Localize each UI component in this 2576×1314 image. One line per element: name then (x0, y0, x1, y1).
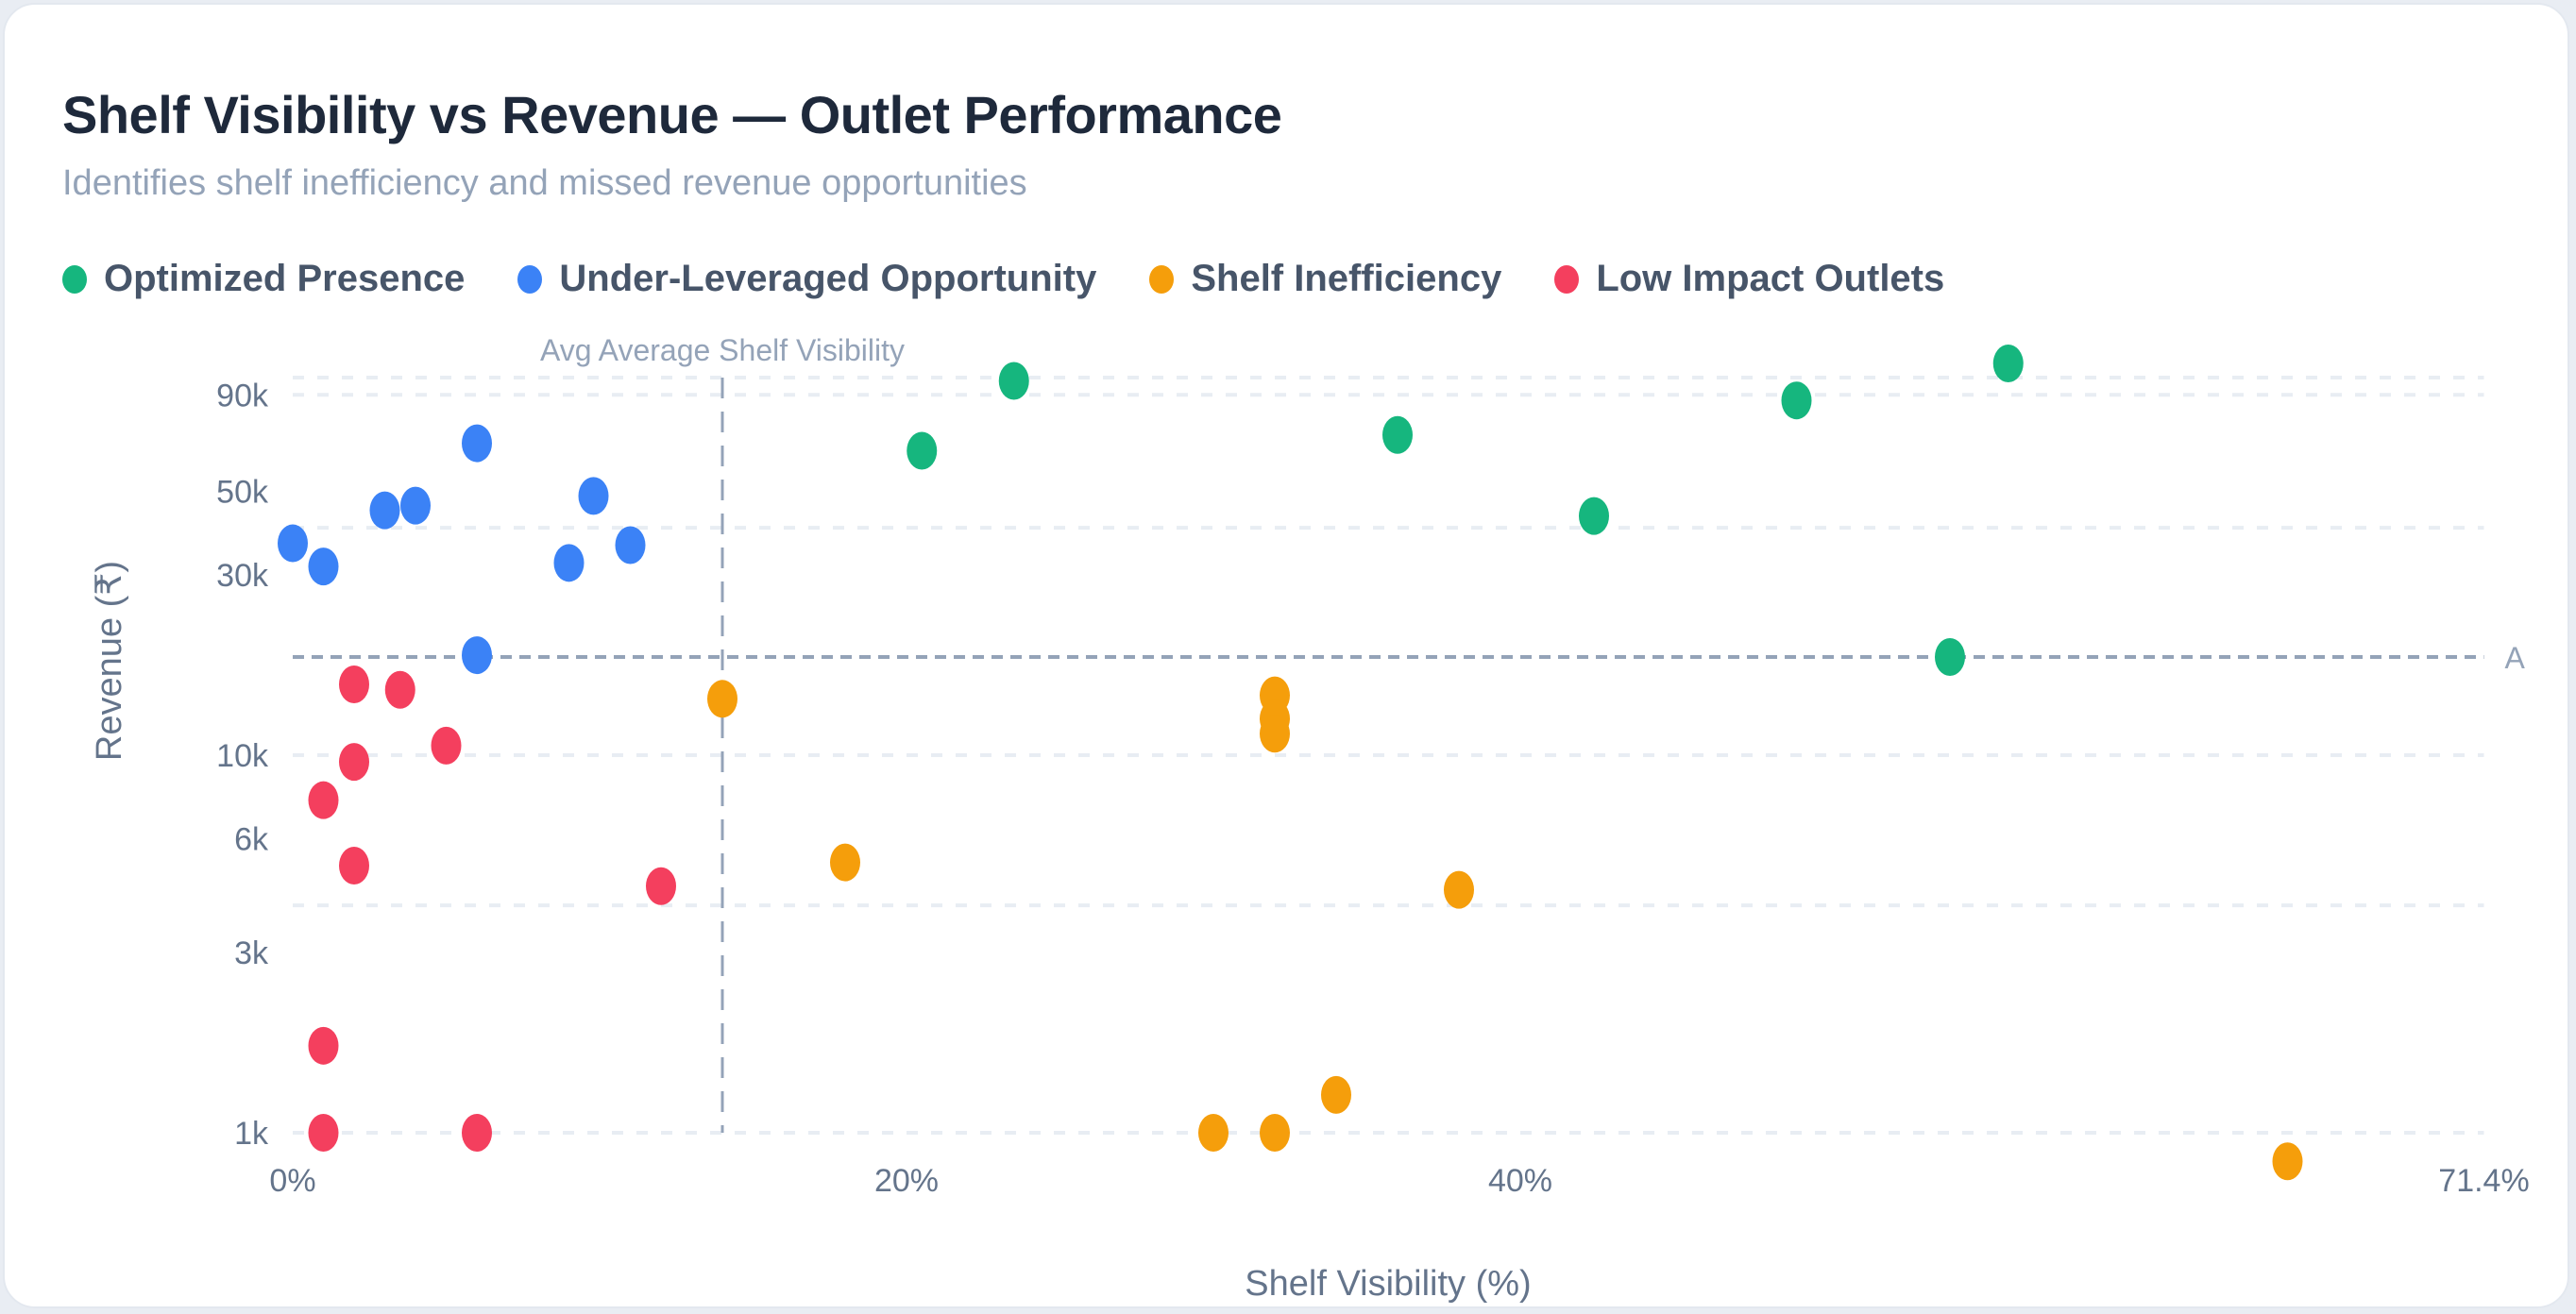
data-point-under-leveraged-opportunity[interactable] (578, 477, 609, 515)
data-point-under-leveraged-opportunity[interactable] (615, 526, 646, 564)
x-tick-label: 0% (269, 1163, 315, 1199)
data-point-shelf-inefficiency[interactable] (1444, 870, 1474, 909)
data-point-shelf-inefficiency[interactable] (1198, 1114, 1229, 1152)
data-point-optimized-presence[interactable] (998, 362, 1029, 400)
legend-dot-icon (1554, 264, 1580, 294)
x-axis-ticks: 0% 20% 40% 71.4% (269, 1163, 2529, 1199)
data-point-shelf-inefficiency[interactable] (1260, 1114, 1290, 1152)
data-point-under-leveraged-opportunity[interactable] (462, 636, 492, 675)
avg-revenue-label: A (2505, 641, 2526, 675)
data-point-under-leveraged-opportunity[interactable] (278, 524, 308, 563)
data-point-low-impact-outlets[interactable] (431, 726, 462, 765)
legend-dot-icon (1149, 264, 1175, 294)
data-point-shelf-inefficiency[interactable] (830, 843, 860, 882)
data-point-shelf-inefficiency[interactable] (1321, 1075, 1351, 1114)
legend-label: Low Impact Outlets (1596, 258, 1945, 299)
y-tick-label: 50k (216, 474, 269, 510)
y-tick-label: 30k (216, 558, 269, 594)
data-point-low-impact-outlets[interactable] (339, 665, 369, 703)
y-tick-label: 10k (216, 738, 269, 774)
data-point-optimized-presence[interactable] (1781, 381, 1812, 420)
data-point-optimized-presence[interactable] (907, 431, 938, 470)
chart-title: Shelf Visibility vs Revenue — Outlet Per… (62, 85, 1282, 144)
data-point-low-impact-outlets[interactable] (384, 670, 415, 709)
legend-dot-icon (517, 264, 543, 294)
data-point-under-leveraged-opportunity[interactable] (462, 424, 492, 463)
data-point-low-impact-outlets[interactable] (646, 867, 676, 905)
x-tick-label: 20% (874, 1163, 939, 1199)
legend-label: Shelf Inefficiency (1191, 258, 1502, 299)
legend: Optimized Presence Under-Leveraged Oppor… (62, 258, 1997, 300)
data-point-low-impact-outlets[interactable] (462, 1114, 492, 1152)
data-point-optimized-presence[interactable] (1992, 345, 2024, 383)
gridlines (293, 376, 2484, 1135)
legend-item-shelf-inefficiency[interactable]: Shelf Inefficiency (1149, 258, 1501, 300)
data-point-shelf-inefficiency[interactable] (707, 680, 737, 718)
y-tick-label: 3k (234, 935, 269, 971)
chart-subtitle: Identifies shelf inefficiency and missed… (62, 163, 1027, 203)
legend-dot-icon (62, 264, 87, 294)
data-point-low-impact-outlets[interactable] (308, 1114, 339, 1152)
y-tick-label: 1k (234, 1116, 269, 1152)
data-point-under-leveraged-opportunity[interactable] (308, 548, 339, 586)
data-point-low-impact-outlets[interactable] (308, 1026, 339, 1065)
legend-item-low-impact-outlets[interactable]: Low Impact Outlets (1554, 258, 1944, 300)
data-point-low-impact-outlets[interactable] (339, 743, 369, 782)
legend-item-optimized-presence[interactable]: Optimized Presence (62, 258, 465, 300)
legend-label: Optimized Presence (104, 258, 466, 299)
data-point-under-leveraged-opportunity[interactable] (400, 486, 431, 525)
avg-visibility-label: Avg Average Shelf Visibility (540, 333, 905, 367)
data-point-under-leveraged-opportunity[interactable] (553, 544, 585, 582)
data-points (278, 345, 2303, 1181)
x-tick-label: 71.4% (2438, 1163, 2529, 1199)
x-axis-title: Shelf Visibility (%) (1245, 1264, 1531, 1304)
y-tick-label: 6k (234, 822, 269, 858)
data-point-low-impact-outlets[interactable] (339, 846, 369, 884)
y-axis-title: Revenue (₹) (90, 561, 129, 761)
data-point-under-leveraged-opportunity[interactable] (369, 491, 400, 530)
reference-lines: Avg Average Shelf Visibility A (293, 333, 2526, 1133)
data-point-shelf-inefficiency[interactable] (2272, 1142, 2303, 1181)
y-tick-label: 90k (216, 378, 269, 413)
x-tick-label: 40% (1488, 1163, 1552, 1199)
data-point-low-impact-outlets[interactable] (308, 781, 339, 819)
data-point-shelf-inefficiency[interactable] (1260, 715, 1290, 753)
data-point-optimized-presence[interactable] (1382, 415, 1413, 454)
legend-item-under-leveraged-opportunity[interactable]: Under-Leveraged Opportunity (517, 258, 1096, 300)
legend-label: Under-Leveraged Opportunity (559, 258, 1097, 299)
data-point-optimized-presence[interactable] (1935, 637, 1965, 676)
y-axis-ticks: 1k 3k 6k 10k 30k 50k 90k (216, 378, 269, 1152)
data-point-optimized-presence[interactable] (1579, 497, 1609, 535)
